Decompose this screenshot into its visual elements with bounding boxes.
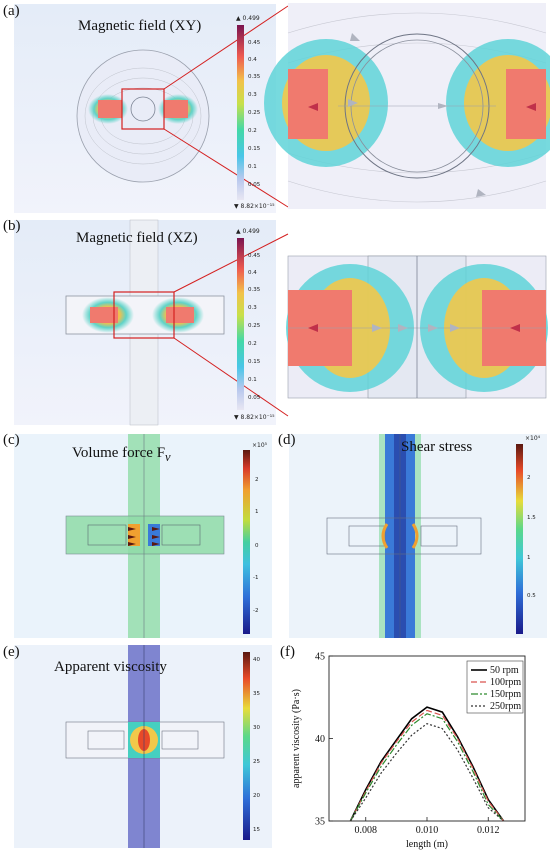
panel-d-figure bbox=[289, 434, 547, 638]
series-line bbox=[349, 722, 504, 822]
colorbar-tick: 0.15 bbox=[248, 359, 261, 365]
y-tick-label: 35 bbox=[315, 817, 325, 828]
panel-b-colorbar bbox=[237, 238, 244, 410]
panel-a-label: (a) bbox=[3, 3, 20, 19]
panel-d-title: Shear stress bbox=[401, 439, 473, 455]
colorbar-tick: 0.2 bbox=[248, 128, 257, 134]
panel-a-colorbar bbox=[237, 25, 244, 200]
legend-entry: 250rpm bbox=[490, 701, 521, 712]
colorbar-tick: 0.5 bbox=[527, 593, 536, 599]
colorbar-tick: 20 bbox=[253, 793, 260, 799]
colorbar-tick: 0.3 bbox=[248, 92, 257, 98]
colorbar-tick: 2 bbox=[255, 477, 259, 483]
colorbar-tick: 30 bbox=[253, 725, 260, 731]
legend-entry: 50 rpm bbox=[490, 665, 519, 676]
series-line bbox=[349, 706, 505, 822]
panel-c: (c) Volume force Fv ×10⁵ 2 1 0 -1 -2 bbox=[0, 430, 275, 640]
colorbar-tick: -2 bbox=[253, 608, 259, 614]
colorbar-tick: 0.05 bbox=[248, 182, 261, 188]
panel-e-figure bbox=[14, 645, 272, 848]
y-tick-label: 45 bbox=[315, 652, 325, 663]
x-tick-label: 0.012 bbox=[477, 825, 500, 836]
colorbar-tick: 0.45 bbox=[248, 253, 261, 259]
colorbar-tick: 2 bbox=[527, 475, 531, 481]
colorbar-tick: 0.1 bbox=[248, 377, 257, 383]
colorbar-tick: 1 bbox=[255, 509, 259, 515]
colorbar-tick: 0.35 bbox=[248, 287, 261, 293]
panel-c-label: (c) bbox=[3, 432, 20, 448]
legend-entry: 150rpm bbox=[490, 689, 521, 700]
colorbar-tick: 15 bbox=[253, 827, 260, 833]
panel-b-colorbar-max: ▲ 0.499 bbox=[236, 228, 260, 235]
colorbar-tick: 0.4 bbox=[248, 57, 257, 63]
colorbar-tick: 0.15 bbox=[248, 146, 261, 152]
series-line bbox=[349, 709, 505, 822]
panel-c-colorbar-exp: ×10⁵ bbox=[252, 442, 268, 449]
panel-b: (b) Magnetic field (XZ) ▲ 0.499 ▼ 8.82×1… bbox=[0, 216, 550, 428]
x-tick-label: 0.008 bbox=[355, 825, 378, 836]
series-line bbox=[349, 713, 505, 822]
colorbar-tick: 0.25 bbox=[248, 323, 261, 329]
x-axis-label: length (m) bbox=[406, 839, 448, 850]
panel-a-title: Magnetic field (XY) bbox=[78, 18, 202, 34]
panel-d-colorbar-exp: ×10⁴ bbox=[525, 435, 541, 442]
viscosity-line-chart: 0.008 0.010 0.012 35 40 45 length (m) apparent … bbox=[291, 652, 526, 850]
panel-a-colorbar-min: ▼ 8.82×10⁻¹⁵ bbox=[234, 203, 275, 210]
colorbar-tick: 35 bbox=[253, 691, 260, 697]
colorbar-tick: 0.35 bbox=[248, 74, 261, 80]
panel-a: (a) Magnetic field (XY) ▲ 0.499 ▼ 8.82×1… bbox=[0, 0, 550, 215]
colorbar-tick: 0.45 bbox=[248, 40, 261, 46]
panel-a-colorbar-max: ▲ 0.499 bbox=[236, 15, 260, 22]
panel-c-title-sub: v bbox=[165, 450, 171, 464]
colorbar-tick: 25 bbox=[253, 759, 260, 765]
panel-b-figure bbox=[14, 219, 289, 426]
colorbar-tick: 0.3 bbox=[248, 305, 257, 311]
colorbar-tick: 0.05 bbox=[248, 395, 261, 401]
y-axis-label: apparent viscosity (Pa·s) bbox=[291, 689, 302, 788]
panel-c-figure bbox=[14, 434, 272, 638]
colorbar-tick: 1.5 bbox=[527, 515, 536, 521]
colorbar-tick: 40 bbox=[253, 657, 260, 663]
colorbar-tick: 0.4 bbox=[248, 270, 257, 276]
panel-d-label: (d) bbox=[278, 432, 296, 448]
panel-d: (d) Shear stress ×10⁴ 2 1.5 1 0.5 bbox=[275, 430, 550, 640]
colorbar-tick: 0.2 bbox=[248, 341, 257, 347]
panel-e-title: Apparent viscosity bbox=[54, 659, 167, 675]
panel-b-label: (b) bbox=[3, 218, 21, 234]
panel-b-colorbar-min: ▼ 8.82×10⁻¹⁵ bbox=[234, 414, 275, 421]
colorbar-tick: 0.25 bbox=[248, 110, 261, 116]
panel-f-label: (f) bbox=[280, 644, 295, 660]
panel-c-colorbar bbox=[243, 450, 250, 634]
colorbar-tick: -1 bbox=[253, 575, 259, 581]
colorbar-tick: 0 bbox=[255, 543, 259, 549]
y-tick-label: 40 bbox=[315, 734, 325, 745]
panel-b-zoom-view bbox=[286, 255, 548, 399]
panel-e-label: (e) bbox=[3, 644, 20, 660]
panel-b-title: Magnetic field (XZ) bbox=[76, 230, 198, 246]
x-tick-label: 0.010 bbox=[416, 825, 439, 836]
panel-d-colorbar bbox=[516, 444, 523, 634]
panel-c-title-text: Volume force F bbox=[72, 445, 166, 461]
panel-f: (f) 0.008 0.010 0.012 35 40 45 length (m) appar… bbox=[275, 642, 550, 853]
panel-a-figure bbox=[14, 4, 289, 213]
panel-a-zoom-view bbox=[264, 3, 550, 209]
panel-e: (e) Apparent viscosity 40 35 30 25 20 15 bbox=[0, 642, 275, 850]
colorbar-tick: 0.1 bbox=[248, 164, 257, 170]
colorbar-tick: 1 bbox=[527, 555, 531, 561]
legend-entry: 100rpm bbox=[490, 677, 521, 688]
panel-e-colorbar bbox=[243, 652, 250, 840]
panel-c-title: Volume force Fv bbox=[72, 445, 171, 465]
